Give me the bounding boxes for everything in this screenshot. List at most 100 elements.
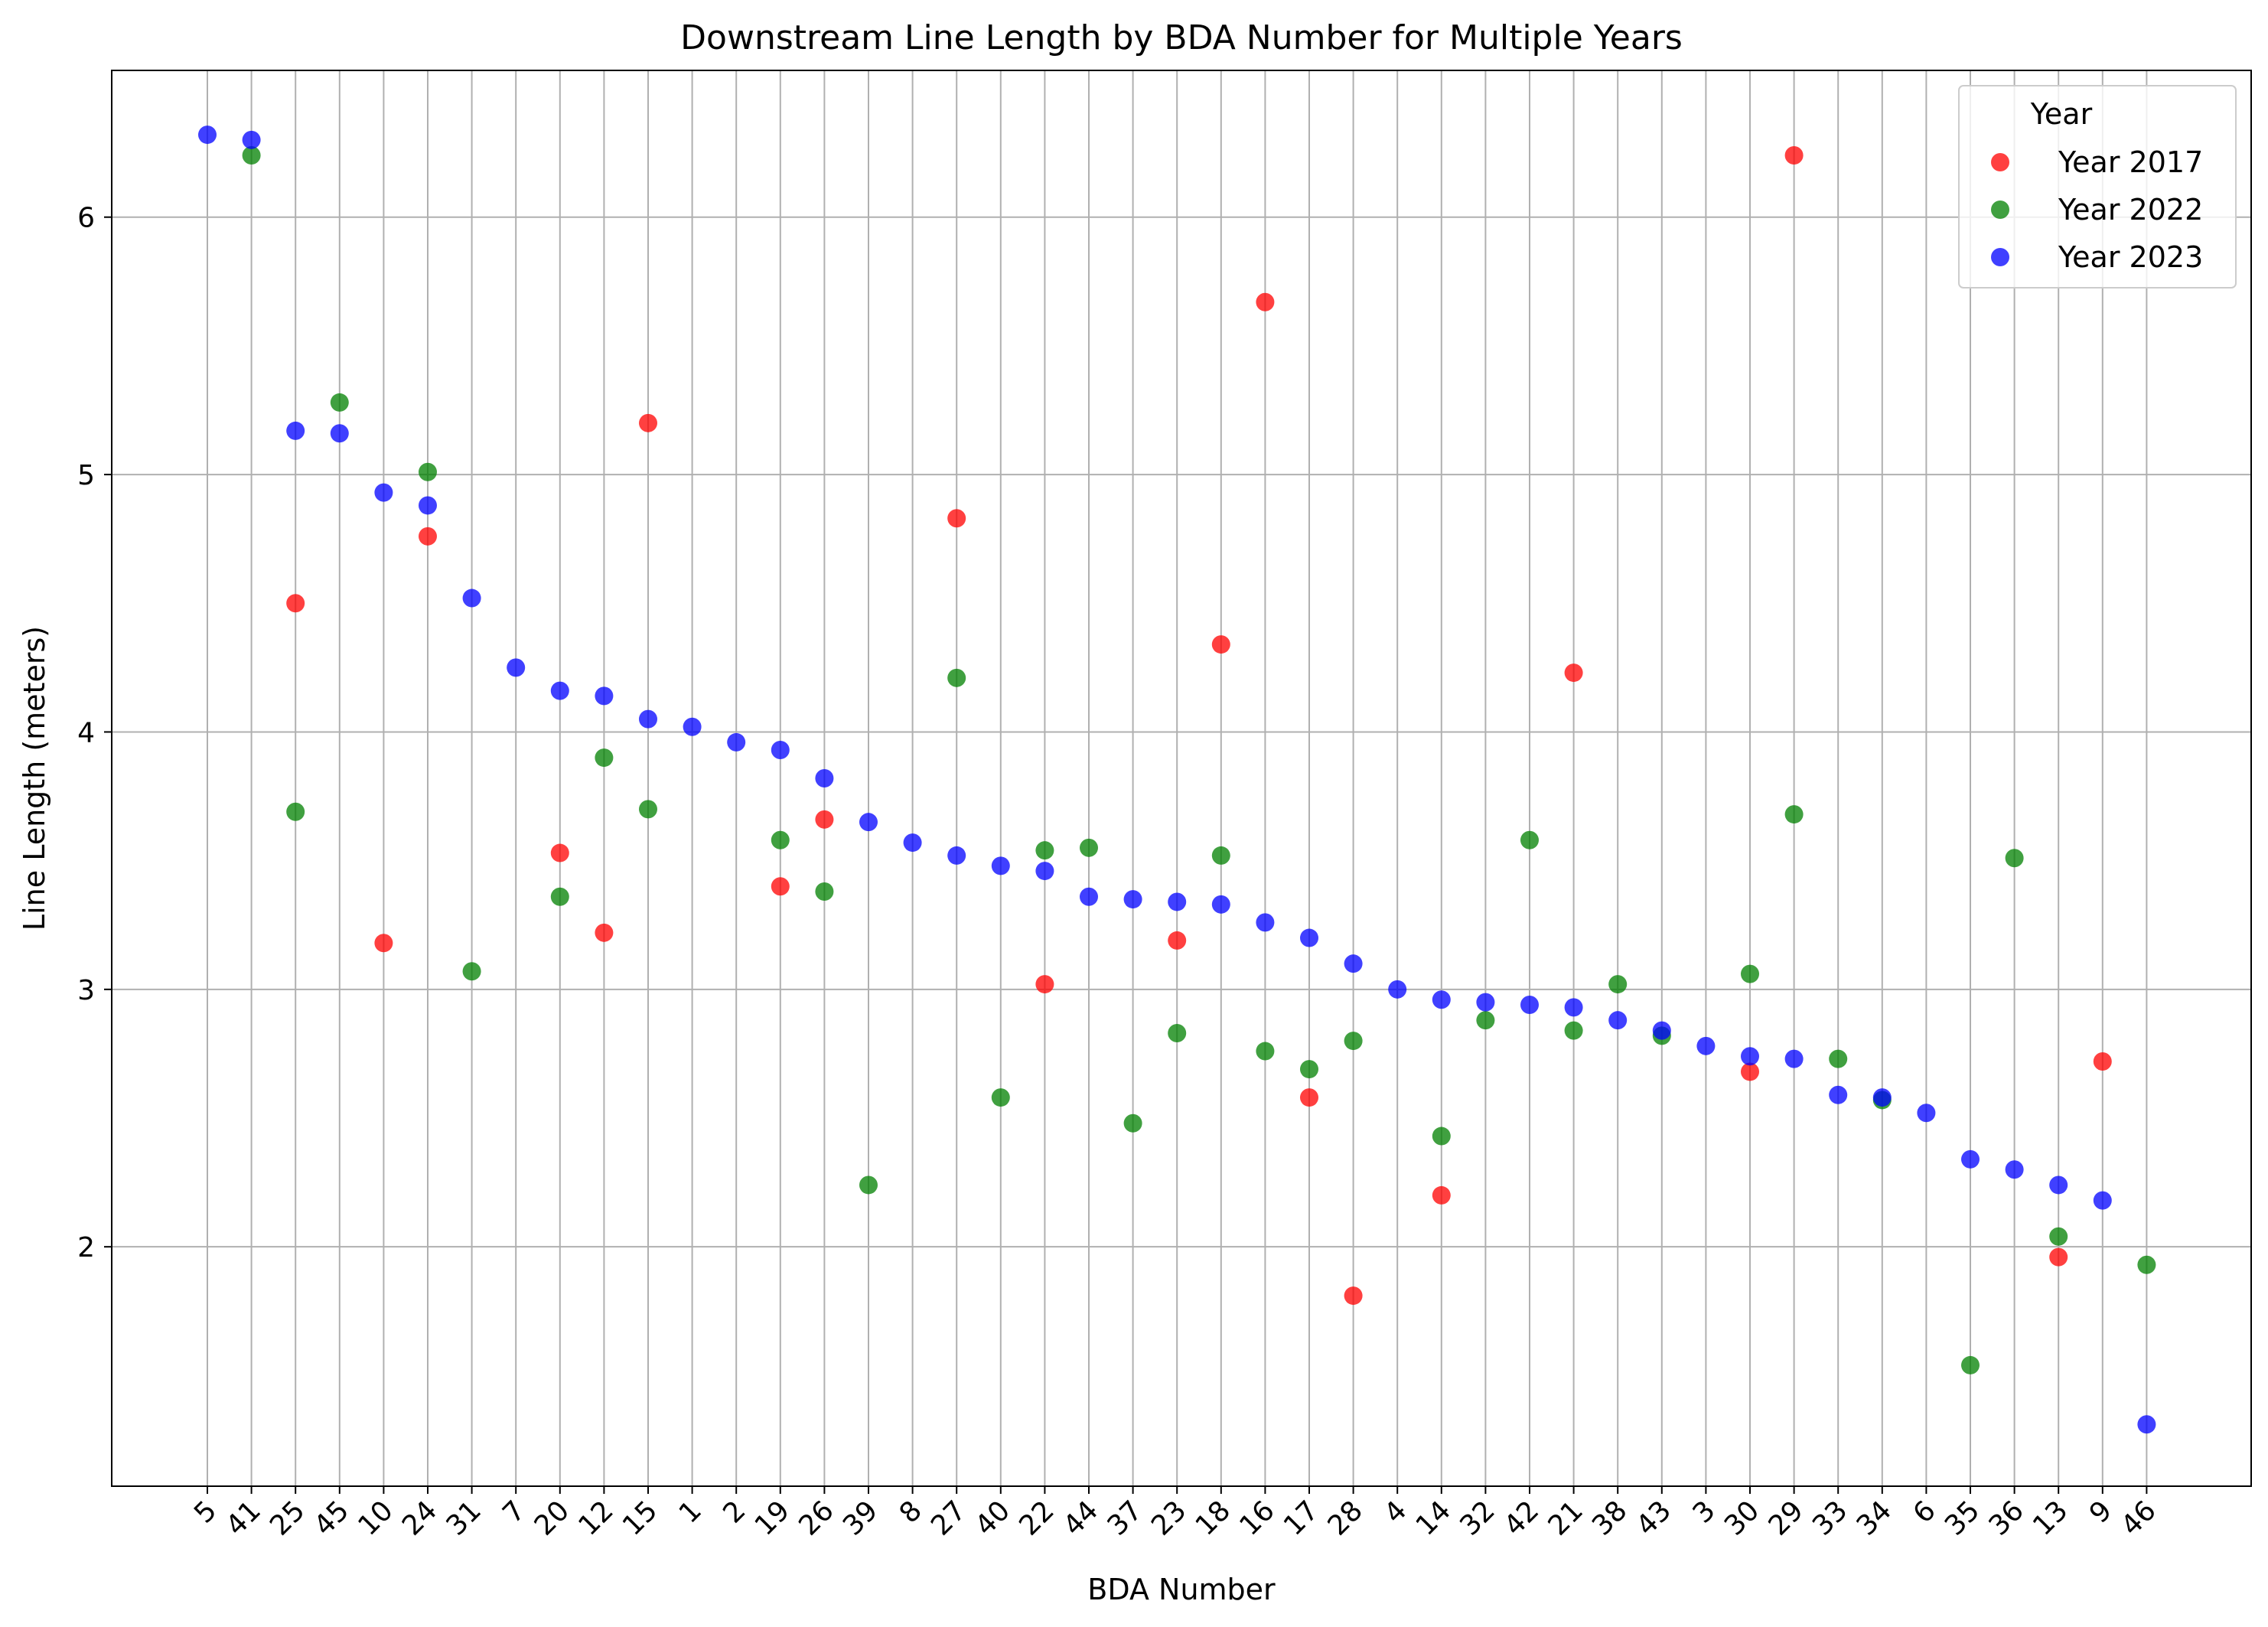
data-point — [1035, 975, 1054, 994]
data-point — [1035, 862, 1054, 881]
data-point — [1784, 1049, 1804, 1068]
data-point — [1344, 954, 1363, 973]
data-point — [947, 509, 966, 528]
data-point — [1432, 990, 1451, 1009]
data-point — [1520, 830, 1539, 849]
data-point — [198, 126, 217, 145]
data-point — [991, 856, 1010, 875]
data-point — [1652, 1021, 1671, 1040]
data-point — [550, 681, 569, 700]
data-point — [1211, 846, 1230, 865]
data-point — [1476, 993, 1495, 1012]
data-point — [1741, 1062, 1759, 1081]
data-point — [2005, 849, 2024, 868]
data-point — [286, 802, 305, 821]
data-point — [1035, 841, 1054, 860]
data-point — [1256, 1042, 1275, 1061]
data-point — [991, 1088, 1010, 1107]
data-point — [1564, 998, 1583, 1017]
data-point — [1564, 1021, 1583, 1040]
series-year-2023 — [198, 126, 2156, 1434]
data-point — [507, 658, 526, 677]
data-point — [330, 393, 349, 412]
data-point — [374, 483, 393, 502]
data-point — [1256, 913, 1275, 932]
data-point — [1741, 964, 1759, 983]
plot-frame — [111, 70, 2252, 1487]
chart-title: Downstream Line Length by BDA Number for… — [680, 18, 1683, 57]
data-point — [1741, 1047, 1759, 1066]
data-point — [2093, 1052, 2112, 1071]
data-point — [419, 527, 437, 546]
data-point — [330, 424, 349, 443]
data-point — [771, 741, 790, 759]
legend-label: Year 2017 — [2058, 145, 2203, 179]
data-point — [1829, 1049, 1848, 1068]
legend: Year Year 2017 Year 2022 Year 2023 — [1958, 85, 2237, 289]
data-point — [639, 709, 657, 729]
y-tick-label: 4 — [77, 717, 95, 748]
data-point — [1608, 975, 1628, 994]
data-point — [1432, 1185, 1451, 1205]
data-point — [1784, 146, 1804, 165]
data-point — [2049, 1175, 2068, 1195]
data-point — [286, 594, 305, 613]
data-point — [1168, 892, 1187, 911]
data-point — [1784, 805, 1804, 824]
data-point — [595, 923, 614, 942]
data-point — [2005, 1160, 2024, 1179]
data-point — [771, 877, 790, 896]
data-points — [198, 126, 2156, 1434]
data-point — [727, 732, 746, 752]
data-point — [595, 748, 614, 768]
y-tick-label: 3 — [77, 975, 95, 1006]
legend-box — [1958, 85, 2237, 289]
data-point — [1872, 1088, 1892, 1107]
y-tick-label: 6 — [77, 203, 95, 234]
data-point — [2049, 1227, 2068, 1246]
legend-marker — [1991, 201, 2009, 219]
data-point — [1168, 1024, 1187, 1042]
data-point — [947, 846, 966, 865]
data-point — [2137, 1415, 2156, 1434]
data-point — [1080, 887, 1098, 906]
data-point — [1696, 1036, 1716, 1055]
data-point — [595, 686, 614, 706]
data-point — [419, 462, 437, 481]
data-point — [815, 882, 834, 901]
legend-items: Year 2017 Year 2022 Year 2023 — [1991, 145, 2203, 274]
data-point — [771, 830, 790, 849]
data-point — [550, 887, 569, 906]
data-point — [1520, 996, 1539, 1014]
data-point — [462, 962, 481, 981]
data-point — [1608, 1011, 1628, 1030]
data-point — [1961, 1355, 1980, 1374]
data-point — [1564, 664, 1583, 683]
data-point — [419, 496, 437, 515]
data-point — [1080, 838, 1098, 857]
data-point — [815, 769, 834, 787]
legend-marker — [1991, 153, 2009, 171]
data-point — [1211, 895, 1230, 914]
y-axis-title: Line Length (meters) — [18, 626, 51, 931]
legend-label: Year 2023 — [2058, 240, 2203, 274]
data-point — [1829, 1085, 1848, 1104]
data-point — [286, 421, 305, 440]
data-point — [374, 934, 393, 953]
data-point — [1388, 980, 1407, 999]
data-point — [2049, 1247, 2068, 1267]
grid — [112, 70, 2251, 1486]
data-point — [1917, 1104, 1936, 1123]
legend-label: Year 2022 — [2058, 193, 2203, 227]
data-point — [1476, 1011, 1495, 1030]
data-point — [859, 1175, 878, 1195]
legend-title: Year — [2030, 97, 2093, 131]
data-point — [1300, 1060, 1318, 1079]
data-point — [1211, 635, 1230, 654]
data-point — [242, 146, 261, 165]
x-axis-title: BDA Number — [1087, 1573, 1276, 1606]
data-point — [1256, 292, 1275, 311]
legend-marker — [1991, 248, 2009, 266]
